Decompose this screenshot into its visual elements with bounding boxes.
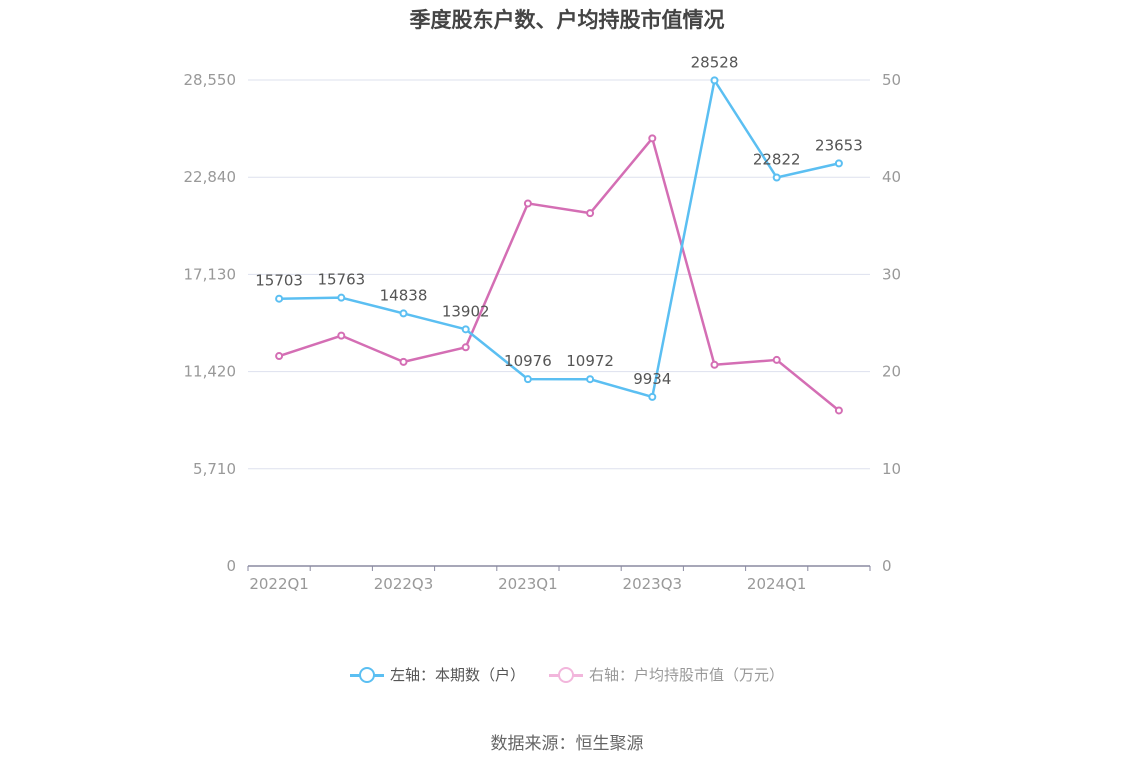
grid-lines xyxy=(248,79,870,470)
left-axis-tick-label: 11,420 xyxy=(184,363,237,381)
legend-label-right: 右轴：户均持股市值（万元） xyxy=(589,666,785,684)
right-axis-tick-label: 0 xyxy=(882,557,892,575)
series-point-right xyxy=(710,360,719,369)
series-point-right xyxy=(275,352,284,361)
chart-title: 季度股东户数、户均持股市值情况 xyxy=(409,8,725,32)
left-axis-tick-label: 28,550 xyxy=(184,71,237,89)
series-point-left xyxy=(399,309,408,318)
axes: 0 0 5,710 10 11,420 20 17,130 30 22,840 40 28,550 5… xyxy=(184,71,902,593)
series-point-right xyxy=(461,343,470,352)
right-axis-tick-label: 10 xyxy=(882,460,901,478)
data-source-note: 数据来源：恒生聚源 xyxy=(490,734,644,754)
data-label: 13902 xyxy=(442,302,490,320)
legend-swatch-left-icon xyxy=(349,665,384,685)
series-point-left xyxy=(523,375,532,384)
right-axis-tick-label: 40 xyxy=(882,168,901,186)
series-point-right xyxy=(648,134,657,143)
series-point-left xyxy=(648,392,657,401)
series-line-right xyxy=(278,137,840,412)
legend-label-left: 左轴：本期数（户） xyxy=(389,666,525,684)
data-label: 10972 xyxy=(566,352,614,370)
x-axis-tick-label: 2022Q1 xyxy=(249,575,309,593)
series-point-left xyxy=(710,76,719,85)
data-label: 10976 xyxy=(504,352,552,370)
legend-item-right-series[interactable]: 右轴：户均持股市值（万元） xyxy=(549,664,784,685)
legend-swatch-right-icon xyxy=(549,665,583,685)
right-axis-tick-label: 20 xyxy=(882,363,901,381)
series-point-right xyxy=(834,406,843,415)
series-point-right xyxy=(523,199,532,208)
data-label: 15703 xyxy=(255,272,303,290)
data-label: 15763 xyxy=(317,271,365,289)
data-label: 23653 xyxy=(815,136,863,154)
data-labels: 15703 15763 14838 13902 10976 10972 9934 28528 2… xyxy=(255,53,863,388)
x-axis-tick-label: 2024Q1 xyxy=(747,575,807,593)
data-label: 22822 xyxy=(753,151,801,169)
data-label: 14838 xyxy=(380,286,428,304)
series-point-left xyxy=(772,173,781,182)
series-point-left xyxy=(461,325,470,334)
left-axis-tick-label: 22,840 xyxy=(184,168,237,186)
left-axis-tick-label: 5,710 xyxy=(193,460,236,478)
series-point-left xyxy=(834,159,843,168)
series-point-right xyxy=(772,355,781,364)
legend: 左轴：本期数（户） 右轴：户均持股市值（万元） xyxy=(0,664,1134,685)
right-axis-tick-label: 30 xyxy=(882,265,901,283)
right-axis-tick-label: 50 xyxy=(882,71,901,89)
series-line-left xyxy=(279,79,840,399)
data-label: 28528 xyxy=(691,53,739,71)
legend-item-left-series[interactable]: 左轴：本期数（户） xyxy=(349,664,525,685)
data-label: 9934 xyxy=(633,370,671,388)
left-axis-tick-label: 0 xyxy=(226,557,236,575)
left-axis-tick-label: 17,130 xyxy=(184,265,237,283)
series-point-left xyxy=(337,293,346,302)
series-lines xyxy=(275,76,843,415)
x-axis-tick-label: 2023Q3 xyxy=(623,575,683,593)
series-point-right xyxy=(337,331,346,340)
series-point-right xyxy=(399,357,408,366)
series-point-left xyxy=(275,294,284,303)
x-axis-tick-label: 2022Q3 xyxy=(374,575,434,593)
series-point-left xyxy=(586,375,595,384)
series-point-right xyxy=(586,209,595,218)
x-axis-tick-label: 2023Q1 xyxy=(498,575,558,593)
